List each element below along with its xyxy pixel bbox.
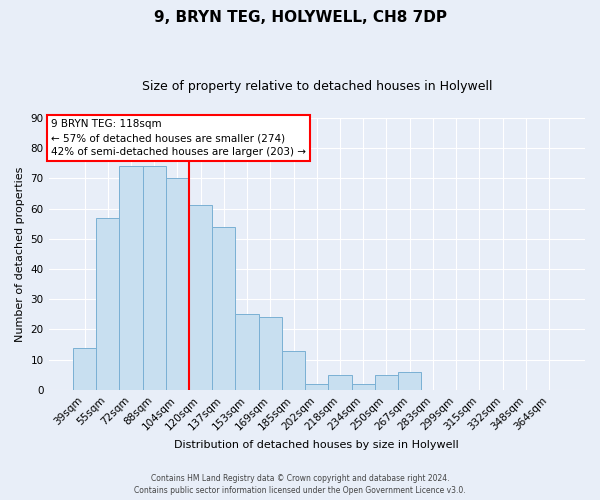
Bar	[166, 178, 189, 390]
Text: 9 BRYN TEG: 118sqm
← 57% of detached houses are smaller (274)
42% of semi-detach: 9 BRYN TEG: 118sqm ← 57% of detached hou…	[51, 119, 306, 157]
Bar	[189, 206, 212, 390]
Bar	[143, 166, 166, 390]
Bar	[375, 375, 398, 390]
Text: Contains HM Land Registry data © Crown copyright and database right 2024.
Contai: Contains HM Land Registry data © Crown c…	[134, 474, 466, 495]
Y-axis label: Number of detached properties: Number of detached properties	[15, 166, 25, 342]
Bar	[328, 375, 352, 390]
Bar	[398, 372, 421, 390]
Bar	[235, 314, 259, 390]
Bar	[96, 218, 119, 390]
Bar	[282, 350, 305, 390]
Bar	[119, 166, 143, 390]
X-axis label: Distribution of detached houses by size in Holywell: Distribution of detached houses by size …	[175, 440, 459, 450]
Bar	[212, 226, 235, 390]
Bar	[352, 384, 375, 390]
Bar	[73, 348, 96, 390]
Bar	[259, 318, 282, 390]
Title: Size of property relative to detached houses in Holywell: Size of property relative to detached ho…	[142, 80, 492, 93]
Bar	[305, 384, 328, 390]
Text: 9, BRYN TEG, HOLYWELL, CH8 7DP: 9, BRYN TEG, HOLYWELL, CH8 7DP	[154, 10, 446, 25]
